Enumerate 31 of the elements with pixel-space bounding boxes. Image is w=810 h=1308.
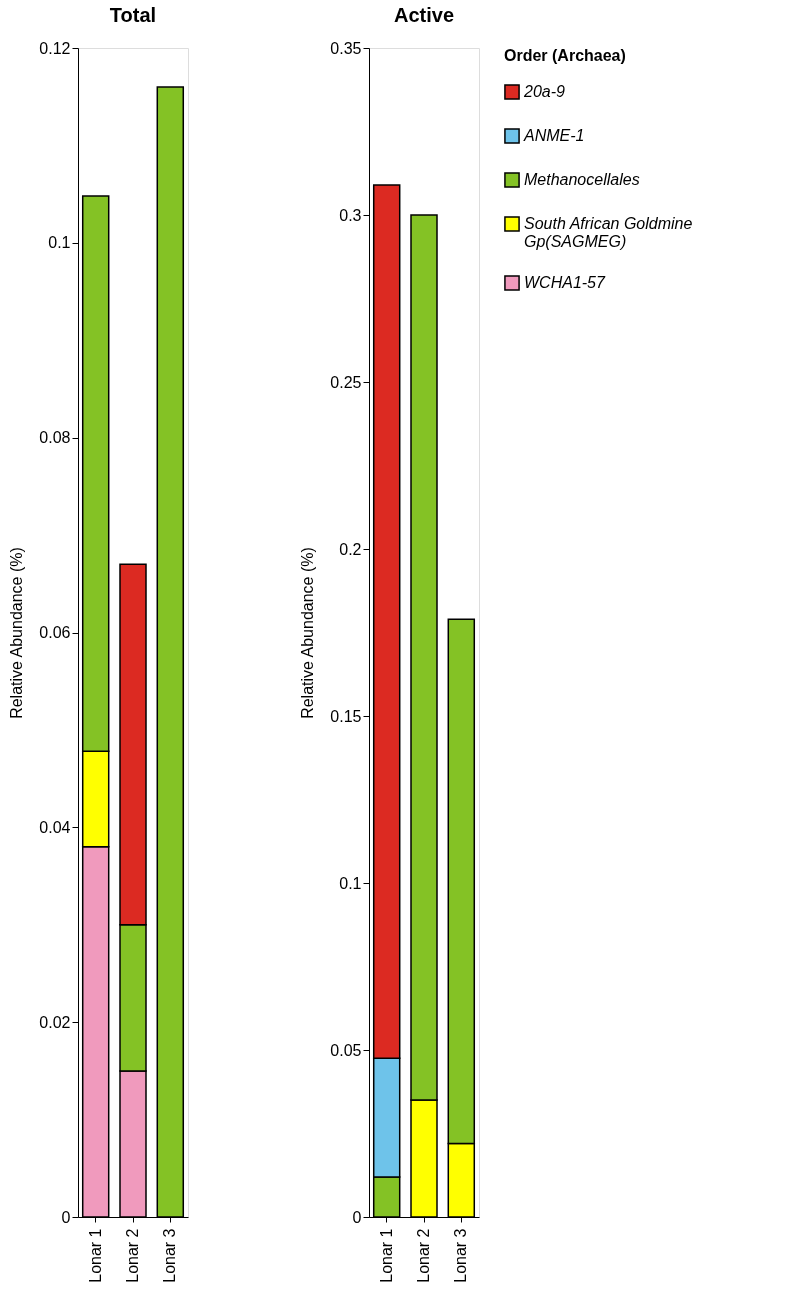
legend-label: 20a-9 (523, 83, 566, 100)
y-axis-title: Relative Abundance (%) (299, 547, 317, 719)
y-tick-label: 0.35 (330, 39, 362, 57)
y-tick-label: 0.1 (339, 874, 362, 892)
chart-title: Active (393, 4, 455, 26)
x-tick-label: Lonar 3 (161, 1228, 179, 1283)
y-tick-label: 0.3 (339, 206, 362, 224)
x-tick-label: Lonar 3 (452, 1228, 470, 1283)
y-tick-label: 0.06 (39, 624, 71, 641)
x-tick-label: Lonar 1 (377, 1228, 395, 1283)
y-tick-label: 0.04 (39, 818, 71, 836)
legend-label: Methanocellales (524, 171, 640, 188)
x-tick-label: Lonar 2 (124, 1228, 141, 1283)
legend-title: Order (Archaea) (504, 47, 626, 64)
legend-label: ANME-1 (523, 127, 585, 144)
y-tick-label: 0.08 (39, 429, 71, 447)
y-tick-label: 0.15 (330, 707, 362, 725)
y-tick-label: 0.05 (330, 1041, 362, 1059)
x-tick-label: Lonar 2 (415, 1228, 432, 1283)
y-tick-label: 0.25 (330, 373, 362, 391)
y-tick-label: 0.1 (48, 234, 71, 252)
y-tick-label: 0.2 (339, 540, 362, 558)
y-tick-label: 0.02 (39, 1013, 71, 1031)
y-tick-label: 0 (352, 1208, 362, 1226)
y-tick-label: 0 (61, 1208, 71, 1226)
chart-title: Total (109, 4, 157, 26)
legend-label: WCHA1-57 (524, 274, 607, 291)
x-tick-label: Lonar 1 (86, 1228, 104, 1283)
y-axis-title: Relative Abundance (%) (8, 547, 26, 719)
legend-label: South African Goldmine Gp(SAGMEG) (524, 215, 693, 250)
y-tick-label: 0.12 (39, 39, 71, 57)
